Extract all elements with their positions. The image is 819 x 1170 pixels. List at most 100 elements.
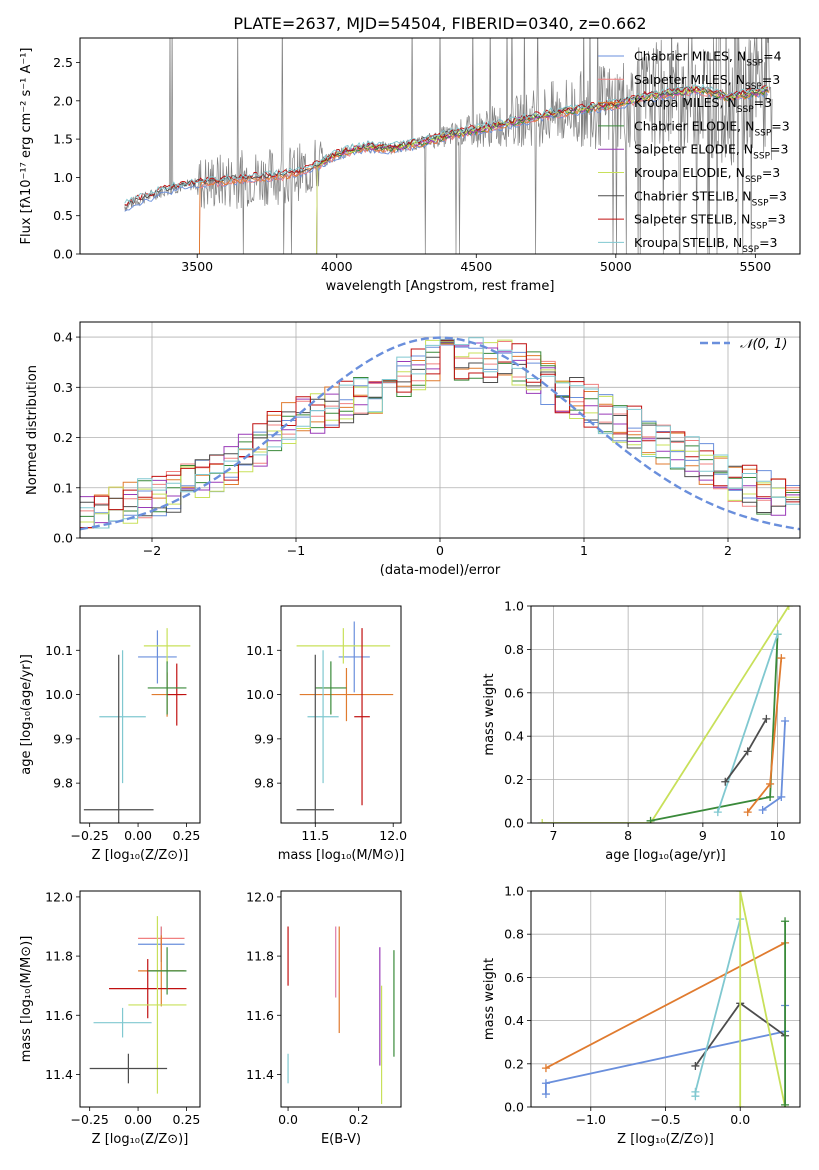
residuals-xtick-label: 1 xyxy=(580,543,588,558)
residuals-ylabel: Normed distribution xyxy=(25,365,40,495)
z-age-xtick-label: 0.00 xyxy=(124,828,152,843)
spectrum-ytick-label: 1.0 xyxy=(53,170,73,185)
age-weight-frame xyxy=(530,605,801,824)
legend-entry-value: =4 xyxy=(763,49,781,64)
age-weight-ytick-label: 0.0 xyxy=(504,816,524,831)
spectrum-xtick-label: 3500 xyxy=(181,259,213,274)
z-mass-panel: −0.25 0.00 0.25 11.4 11.6 11.8 12.0 Z [log₁₀(Z/… xyxy=(19,889,201,1147)
age-weight-ytick-label: 0.4 xyxy=(504,729,524,744)
mass-age-plot-area xyxy=(296,621,394,823)
spectrum-ytick-label: 1.5 xyxy=(53,132,73,147)
residuals-xtick-label: 2 xyxy=(724,543,732,558)
z-mass-frame xyxy=(79,890,201,1108)
mass-weight-marker xyxy=(713,808,722,817)
z-weight-ylabel: mass weight xyxy=(482,958,497,1040)
ebv-mass-xtick-label: 0.0 xyxy=(278,1112,298,1127)
mass-age-ytick-label: 9.8 xyxy=(254,776,274,791)
legend-subscript: SSP xyxy=(752,198,769,208)
z-weight-ytick-label: 0.0 xyxy=(504,1100,524,1115)
residuals-ytick-label: 0.4 xyxy=(53,330,73,345)
legend-entry-value: =3 xyxy=(762,165,780,180)
mass-age-panel: 11.5 12.0 9.8 9.9 10.0 10.1 mass [log₁₀(M/M⊙)] xyxy=(246,605,407,863)
legend-entry-value: =3 xyxy=(770,142,788,157)
mass-age-xlabel: mass [log₁₀(M/M⊙)] xyxy=(278,848,405,863)
mass-weight-marker xyxy=(777,792,786,801)
mass-weight-marker xyxy=(758,805,767,814)
mass-weight-marker xyxy=(736,1103,745,1107)
mass-weight-marker xyxy=(538,819,547,823)
z-age-ytick-label: 10.0 xyxy=(45,687,73,702)
z-mass-ytick-label: 11.8 xyxy=(45,949,73,964)
spectrum-panel: 3500 4000 4500 5000 5500 0.0 0.5 1.0 1.5 2.0 2.5 wa… xyxy=(19,37,801,294)
legend-entry-label: Chabrier ELODIE, NSSP=3 xyxy=(634,118,790,138)
residuals-ytick-label: 0.0 xyxy=(53,531,73,546)
residuals-xtick-label: 0 xyxy=(436,543,444,558)
age-weight-panel: 7 8 9 10 0.0 0.2 0.4 0.6 0.8 1.0 age [log₁₀(age/yr… xyxy=(482,599,801,863)
age-weight-xtick-label: 9 xyxy=(699,828,707,843)
spectrum-frame xyxy=(79,37,801,255)
mass-weight-marker xyxy=(691,1087,700,1096)
mass-weight-line xyxy=(542,606,790,823)
z-weight-xtick-label: −0.5 xyxy=(650,1112,680,1127)
age-weight-ytick-label: 0.2 xyxy=(504,772,524,787)
spectrum-xlabel: wavelength [Angstrom, rest frame] xyxy=(326,279,555,294)
legend-entry-label: 𝒩(0, 1) xyxy=(740,337,787,352)
z-weight-ytick-label: 0.2 xyxy=(504,1056,524,1071)
histogram-step-line xyxy=(80,339,800,528)
mass-weight-marker xyxy=(781,917,790,926)
mass-weight-marker xyxy=(541,1090,550,1099)
ebv-mass-ytick-label: 11.8 xyxy=(246,949,274,964)
z-mass-ytick-label: 12.0 xyxy=(45,889,73,904)
z-mass-ytick-label: 11.4 xyxy=(45,1067,73,1082)
mass-weight-marker xyxy=(766,779,775,788)
mass-weight-marker xyxy=(743,808,752,817)
legend-entry-label: Chabrier STELIB, NSSP=3 xyxy=(634,188,787,208)
z-weight-panel: −1.0 −0.5 0.0 0.0 0.2 0.4 0.6 0.8 1.0 Z [log₁₀(Z/… xyxy=(482,884,801,1147)
z-mass-xtick-label: 0.25 xyxy=(173,1112,201,1127)
z-age-plot-area xyxy=(83,628,191,823)
legend-subscript: SSP xyxy=(737,105,754,115)
legend-subscript: SSP xyxy=(745,82,762,92)
mass-weight-line xyxy=(545,942,786,1069)
ebv-mass-ytick-label: 12.0 xyxy=(246,889,274,904)
mass-weight-marker xyxy=(773,630,782,639)
z-age-xlabel: Z [log₁₀(Z/Z⊙)] xyxy=(92,848,189,863)
legend-entry-value: =3 xyxy=(769,188,787,203)
residuals-xtick-label: −1 xyxy=(287,543,305,558)
legend-entry-value: =3 xyxy=(759,235,777,250)
z-mass-xtick-label: −0.25 xyxy=(71,1112,109,1127)
z-age-ytick-label: 9.8 xyxy=(53,776,73,791)
legend-entry-value: =3 xyxy=(771,118,789,133)
age-weight-ylabel: mass weight xyxy=(482,673,497,755)
gaussian-reference-curve xyxy=(80,336,800,531)
mass-weight-marker xyxy=(781,717,790,726)
spectrum-ytick-label: 0.0 xyxy=(53,247,73,262)
mass-weight-marker xyxy=(646,816,655,823)
mass-weight-marker xyxy=(762,714,771,723)
z-mass-ylabel: mass [log₁₀(M/M⊙)] xyxy=(19,936,34,1063)
panels: 3500 4000 4500 5000 5500 0.0 0.5 1.0 1.5 2.0 2.5 wa… xyxy=(19,37,801,1147)
z-mass-xtick-label: 0.00 xyxy=(124,1112,152,1127)
ebv-mass-xlabel: E(B-V) xyxy=(321,1132,361,1147)
mass-weight-marker xyxy=(781,1100,790,1107)
z-weight-ytick-label: 0.4 xyxy=(504,1013,524,1028)
spectrum-ylabel: Flux [fλ10⁻¹⁷ erg cm⁻² s⁻¹ A⁻¹] xyxy=(19,48,34,245)
residuals-frame xyxy=(79,321,801,539)
legend-subscript: SSP xyxy=(742,245,759,255)
legend-entry-value: =3 xyxy=(754,95,772,110)
legend-subscript: SSP xyxy=(753,152,770,162)
ebv-mass-ytick-label: 11.6 xyxy=(246,1008,274,1023)
z-weight-ytick-label: 0.8 xyxy=(504,927,524,942)
mass-weight-marker xyxy=(743,747,752,756)
spectrum-ytick-label: 2.0 xyxy=(53,93,73,108)
age-weight-ytick-label: 0.8 xyxy=(504,642,524,657)
age-weight-xlabel: age [log₁₀(age/yr)] xyxy=(605,848,726,863)
mass-weight-marker xyxy=(784,606,793,610)
spectrum-xtick-label: 5000 xyxy=(600,259,632,274)
ebv-mass-ytick-label: 11.4 xyxy=(246,1067,274,1082)
z-age-frame xyxy=(79,605,201,824)
age-weight-ytick-label: 1.0 xyxy=(504,599,524,614)
mass-age-ytick-label: 10.0 xyxy=(246,687,274,702)
